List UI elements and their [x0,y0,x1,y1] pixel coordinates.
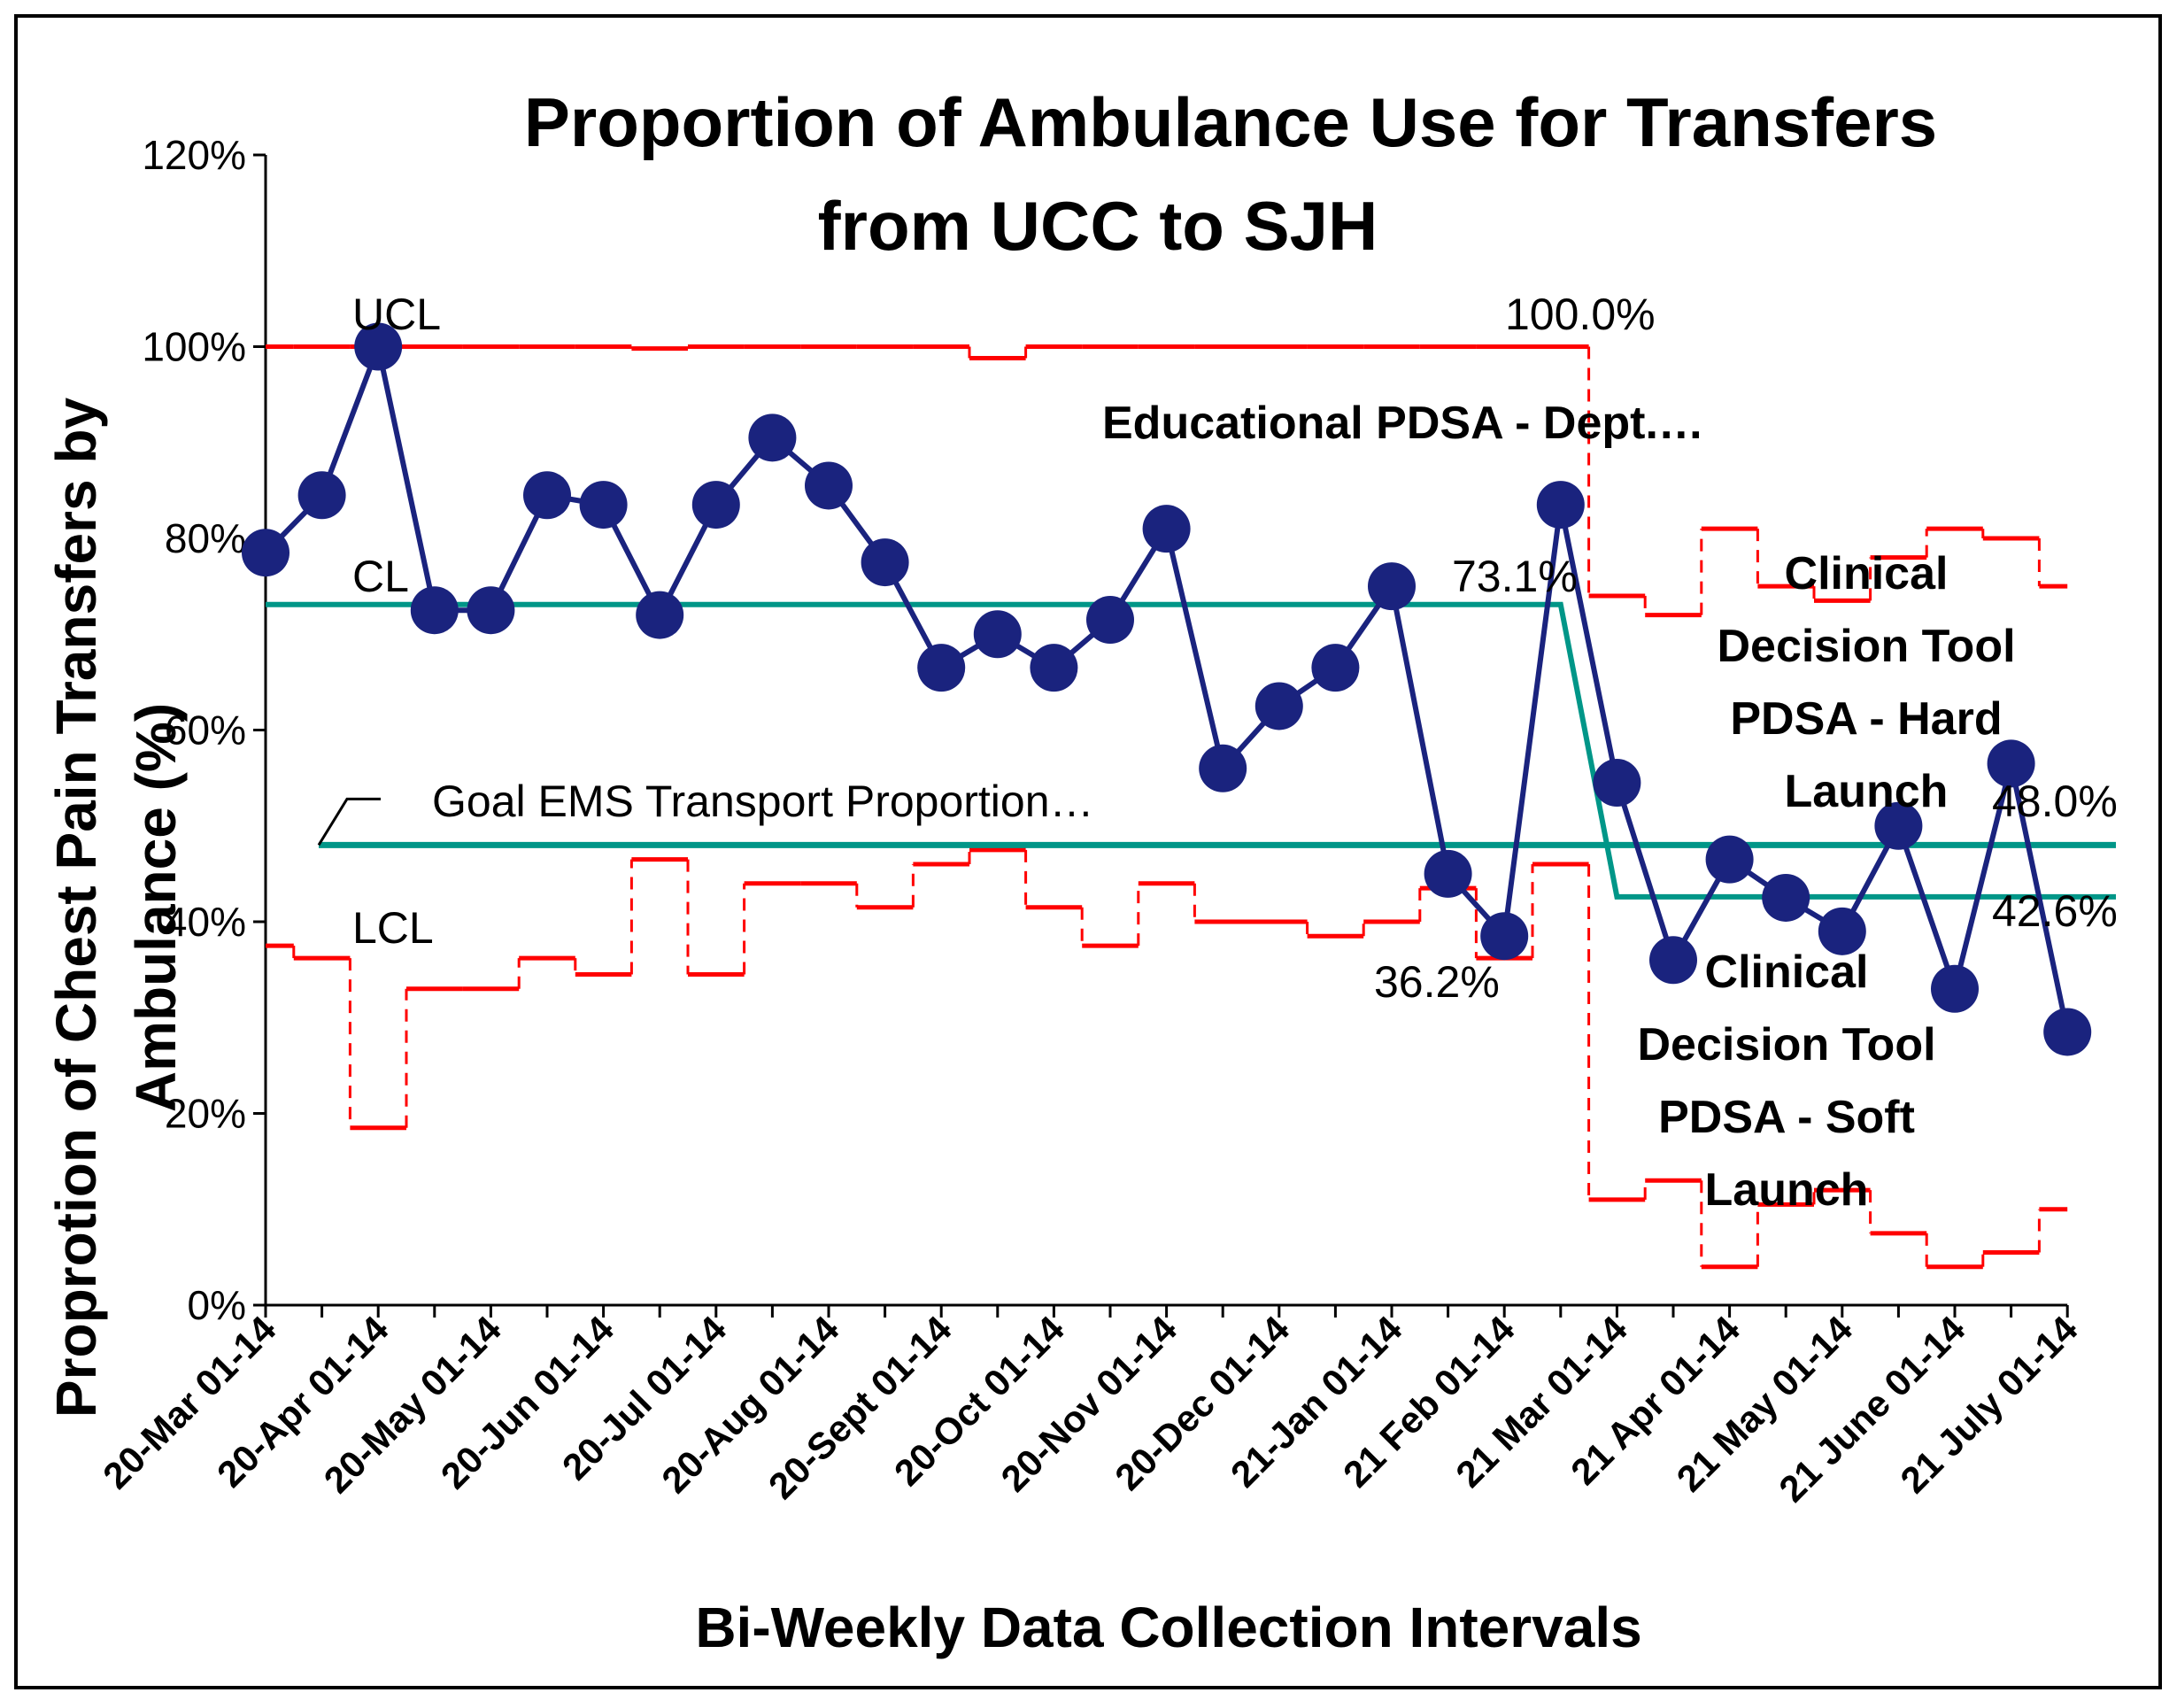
y-tick-label: 80% [165,515,246,561]
y-tick-label: 100% [142,324,246,370]
annotation-soft-launch-line: PDSA - Soft [1658,1092,1915,1143]
ucl-value-label: 100.0% [1505,290,1656,339]
data-point [1762,873,1810,922]
y-axis-title: Proprotion of Chest Pain Transfers by Am… [44,398,188,1418]
data-point [1818,907,1866,955]
data-point [1536,481,1585,529]
data-point [1368,562,1416,611]
data-point [1086,596,1134,645]
goal-value-label: 48.0% [1992,777,2118,826]
y-axis-title-line-2: Ambulance (%) [124,703,188,1112]
annotation-hard-launch-line: PDSA - Hard [1730,693,2002,745]
data-point [1931,964,1979,1013]
data-point [1311,644,1360,692]
series-layer [242,322,2116,1270]
data-point [1649,936,1697,985]
y-tick-label: 120% [142,132,246,178]
data-point [1705,835,1754,884]
data-point [297,471,346,520]
data-point [2043,1008,2092,1056]
x-axis-title: Bi-Weekly Data Collection Intervals [695,1596,1641,1659]
data-point [242,529,289,577]
annotation-soft-launch-line: Launch [1705,1164,1869,1216]
data-point [1987,739,2035,788]
data-point [805,461,853,510]
annotation-soft-launch-line: Decision Tool [1637,1019,1935,1070]
data-point [354,322,403,371]
labels-layer: UCL CL LCL Goal EMS Transport Proportion… 10… [352,290,2118,1216]
chart-title-line-2: from UCC to SJH [818,187,1378,265]
data-point [973,610,1022,659]
y-axis-title-line-1: Proprotion of Chest Pain Transfers by [44,398,108,1418]
lcl-group [266,847,2068,1270]
data-point [1424,849,1472,898]
y-tick-label: 20% [165,1091,246,1137]
ucl-label: UCL [352,290,441,339]
data-point [748,413,797,462]
data-point [523,471,571,520]
annotation-educational-pdsa: Educational PDSA - Dept.… [1102,398,1704,449]
annotation-hard-launch-line: Clinical [1785,548,1949,599]
data-point [1593,759,1641,808]
lcl-value-label: 36.2% [1374,957,1500,1007]
data-point [1480,912,1529,961]
annotation-soft-launch-line: Clinical [1705,947,1869,998]
data-point [917,644,966,692]
data-point [1142,505,1191,553]
data-point [861,538,909,587]
ucl-group [266,344,2068,618]
data-point [691,481,740,529]
data-point [410,586,459,635]
data-point [1874,801,1923,850]
y-tick-label: 60% [165,707,246,754]
cl-value-label: 73.1% [1452,552,1578,601]
cl-label: CL [352,552,409,601]
data-point [467,586,515,635]
data-point [1254,682,1303,730]
y-tick-label: 40% [165,899,246,945]
data-point [1030,644,1078,692]
chart-title-line-1: Proportion of Ambulance Use for Transfer… [524,83,1937,161]
lcl-label: LCL [352,903,434,953]
chart-border [14,14,2162,1689]
y-tick-label: 0% [188,1282,246,1328]
goal-leader-line [317,797,381,846]
annotation-hard-launch-line: Decision Tool [1717,621,2015,672]
annotation-hard-launch-line: Launch [1785,766,1949,817]
cl2-value-label: 42.6% [1992,886,2118,936]
data-point [579,481,628,529]
data-point [1199,744,1247,792]
goal-label: Goal EMS Transport Proportion… [432,777,1094,826]
data-point [636,591,684,639]
